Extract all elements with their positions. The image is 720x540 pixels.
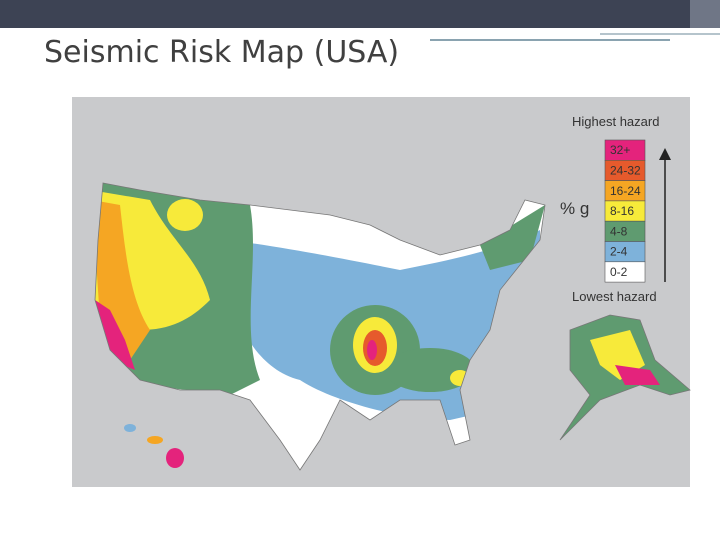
us-outline [94,182,546,471]
legend-label: 32+ [610,143,630,157]
legend-top-label: Highest hazard [572,114,659,129]
legend-label: 16-24 [610,184,641,198]
region-32-plus [367,340,377,360]
hawaii [124,424,136,432]
legend-label: 0-2 [610,265,628,279]
region-32-plus [95,300,135,370]
header-accent [690,0,720,28]
legend: Highest hazard % g Lowest hazard 32+ 24-3… [560,114,671,304]
hawaii [166,448,184,468]
legend-bottom-label: Lowest hazard [572,289,657,304]
legend-unit: % g [560,199,589,218]
slide-title: Seismic Risk Map (USA) [44,35,399,70]
header-bar [0,0,690,28]
legend-label: 4-8 [610,224,628,238]
legend-label: 2-4 [610,245,628,259]
legend-label: 24-32 [610,163,641,177]
legend-swatch [604,261,646,283]
legend-label: 8-16 [610,204,634,218]
region-8-16 [167,199,203,231]
alaska-32-plus [615,365,660,385]
hawaii [147,436,163,444]
